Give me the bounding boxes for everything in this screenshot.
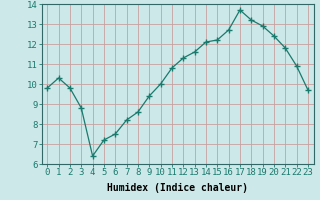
- X-axis label: Humidex (Indice chaleur): Humidex (Indice chaleur): [107, 183, 248, 193]
